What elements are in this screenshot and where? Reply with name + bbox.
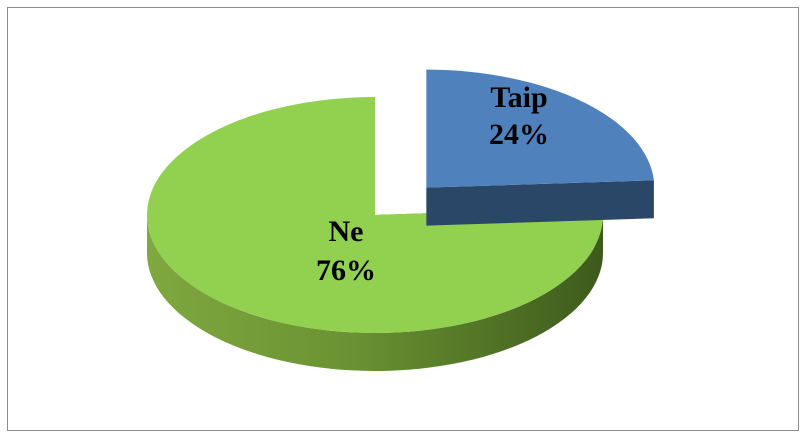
slice-side-ne: [147, 215, 603, 371]
slice-wall-taip-1: [426, 180, 654, 226]
slice-percent-ne: 76%: [316, 254, 376, 287]
slice-label-ne: Ne: [329, 215, 364, 248]
slice-ne: [146, 97, 603, 333]
slice-label-taip: Taip: [490, 81, 547, 114]
slice-taip: [426, 69, 654, 188]
slice-percent-taip: 24%: [489, 118, 549, 151]
